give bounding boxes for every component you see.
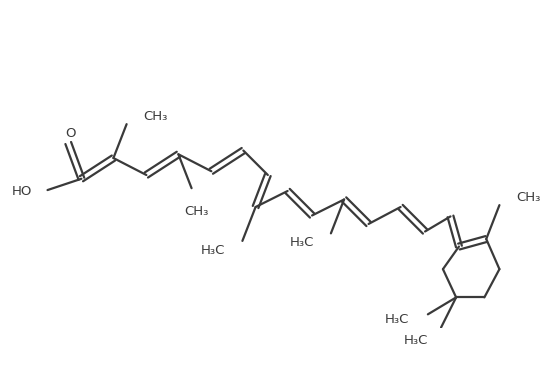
Text: HO: HO	[12, 185, 32, 198]
Text: H₃C: H₃C	[385, 314, 409, 327]
Text: CH₃: CH₃	[143, 110, 168, 123]
Text: O: O	[65, 127, 75, 140]
Text: H₃C: H₃C	[201, 244, 226, 257]
Text: CH₃: CH₃	[517, 191, 541, 204]
Text: H₃C: H₃C	[404, 334, 428, 347]
Text: CH₃: CH₃	[184, 205, 209, 218]
Text: H₃C: H₃C	[289, 236, 314, 249]
